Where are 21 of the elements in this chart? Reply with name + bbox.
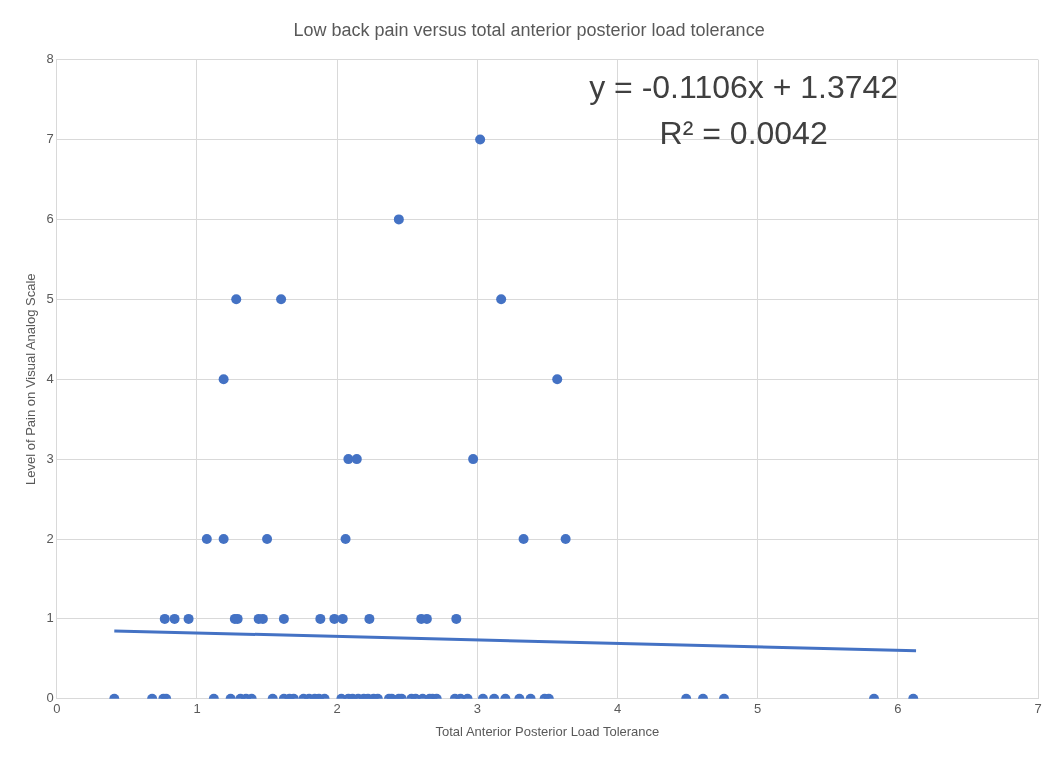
x-axis-title: Total Anterior Posterior Load Tolerance	[435, 723, 660, 739]
y-tick-label: 3	[46, 450, 54, 466]
x-tick-label: 2	[333, 701, 341, 717]
chart-title: Low back pain versus total anterior posterior load tolerance	[293, 19, 765, 40]
x-tick-label: 6	[894, 701, 902, 717]
y-tick-label: 2	[46, 530, 54, 546]
annotation: y = -0.1106x + 1.3742	[589, 69, 899, 106]
y-tick-label: 4	[46, 370, 54, 386]
x-tick-label: 7	[1034, 701, 1042, 717]
y-tick-label: 5	[46, 290, 54, 306]
x-tick-label: 5	[754, 701, 762, 717]
y-tick-label: 1	[46, 610, 54, 626]
y-axis-title: Level of Pain on Visual Analog Scale	[23, 273, 39, 485]
y-tick-label: 7	[46, 131, 54, 147]
x-tick-label: 3	[473, 701, 481, 717]
y-tick-label: 0	[46, 690, 54, 706]
annotation: R² = 0.0042	[659, 115, 828, 152]
x-tick-label: 4	[613, 701, 622, 717]
x-tick-label: 1	[193, 701, 201, 717]
y-tick-label: 8	[46, 51, 54, 67]
y-tick-label: 6	[46, 210, 54, 226]
